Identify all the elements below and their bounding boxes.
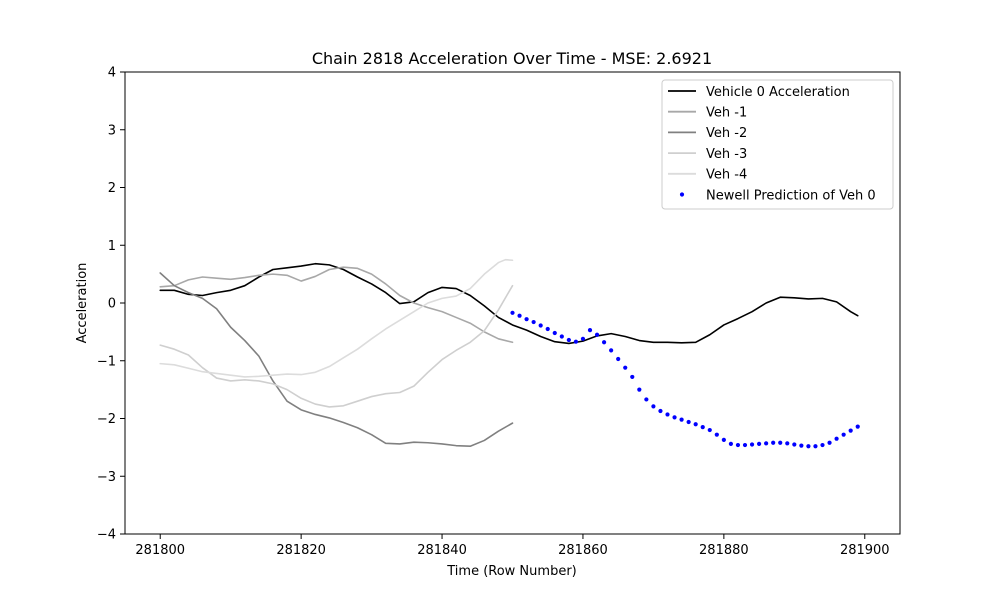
chart-title: Chain 2818 Acceleration Over Time - MSE:… (312, 49, 712, 68)
prediction-point (742, 442, 748, 448)
prediction-point (721, 437, 726, 442)
prediction-point (545, 326, 550, 332)
x-tick-label: 281800 (135, 543, 185, 558)
prediction-point (785, 441, 790, 446)
prediction-point (848, 428, 853, 433)
prediction-point (559, 334, 564, 339)
x-tick-label: 281820 (276, 543, 326, 558)
y-tick-label: −3 (97, 470, 116, 485)
prediction-point (524, 317, 529, 322)
legend-entry-label: Veh -2 (706, 126, 747, 141)
prediction-point (531, 319, 536, 325)
prediction-point (778, 440, 783, 445)
series-line-2 (159, 272, 514, 448)
prediction-point (756, 441, 762, 447)
prediction-point (686, 419, 691, 425)
prediction-point (658, 408, 663, 414)
prediction-point (566, 337, 571, 343)
legend-entry-label: Veh -3 (706, 147, 747, 162)
prediction-point (517, 313, 522, 318)
prediction-point (693, 422, 698, 427)
y-tick-label: −1 (97, 354, 116, 369)
prediction-point (714, 432, 719, 437)
prediction-point (813, 444, 818, 449)
prediction-point (820, 442, 825, 448)
prediction-point (792, 442, 797, 447)
series-layer (159, 258, 860, 449)
legend-entry-label: Vehicle 0 Acceleration (706, 85, 850, 100)
y-tick-label: 3 (108, 123, 116, 138)
legend: Vehicle 0 Acceleration Veh -1 Veh -2 Veh -3… (661, 79, 894, 210)
prediction-point (728, 441, 734, 447)
prediction-point (735, 442, 741, 448)
legend-entry-label: Veh -1 (706, 106, 747, 121)
prediction-point (594, 332, 600, 337)
prediction-point (799, 443, 804, 448)
prediction-point (855, 424, 860, 429)
prediction-point (764, 441, 769, 446)
legend-entry-label: Newell Prediction of Veh 0 (706, 188, 876, 203)
prediction-point (623, 365, 628, 370)
legend-swatch (679, 192, 685, 197)
legend-box (661, 79, 894, 210)
x-tick-label: 281880 (699, 543, 749, 558)
prediction-point (644, 397, 649, 402)
x-tick-label: 281900 (840, 543, 890, 558)
series-line-3 (159, 284, 514, 408)
prediction-point (771, 440, 776, 445)
prediction-point (601, 340, 607, 345)
prediction-point (749, 442, 755, 447)
x-axis-label: Time (Row Number) (446, 564, 576, 579)
prediction-point (700, 425, 705, 430)
y-tick-label: 0 (108, 297, 116, 312)
series-line-4 (159, 258, 514, 378)
prediction-point (707, 427, 712, 433)
y-axis-label: Acceleration (75, 263, 90, 344)
x-tick-label: 281840 (417, 543, 467, 558)
prediction-point (538, 323, 543, 328)
y-tick-label: −4 (97, 528, 116, 543)
prediction-point (630, 374, 635, 380)
prediction-point (552, 330, 557, 336)
prediction-point (665, 412, 670, 417)
prediction-point (827, 440, 832, 445)
y-tick-label: 1 (108, 239, 116, 254)
prediction-point (637, 387, 642, 392)
prediction-point (679, 417, 684, 422)
prediction-point (609, 348, 614, 353)
y-tick-label: 4 (108, 66, 116, 81)
legend-entry-label: Veh -4 (706, 168, 747, 183)
prediction-point (587, 328, 593, 333)
y-tick-label: 2 (108, 181, 116, 196)
prediction-point (616, 356, 621, 362)
x-tick-label: 281860 (558, 543, 608, 558)
prediction-point (573, 339, 579, 344)
prediction-point (806, 444, 811, 449)
prediction-point (510, 310, 515, 315)
axes-layer: 281800 281820 281840 281860 281880 281900 −4 −3… (97, 66, 901, 558)
prediction-point (841, 432, 846, 437)
series-line-1 (159, 266, 514, 344)
prediction-point (651, 404, 656, 409)
prediction-point (834, 436, 839, 441)
series-line-0 (159, 262, 859, 345)
prediction-point (580, 336, 586, 341)
prediction-point (672, 415, 677, 420)
y-tick-label: −2 (97, 412, 116, 427)
